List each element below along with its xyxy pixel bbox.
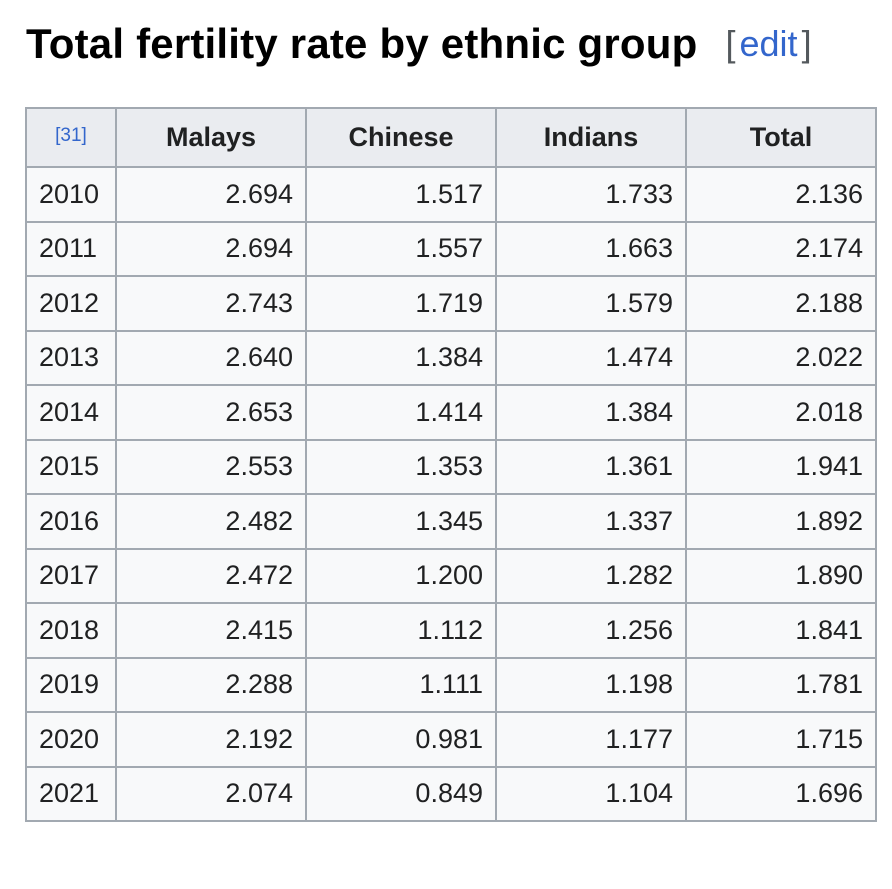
year-cell: 2018: [25, 602, 117, 659]
total-cell: 2.188: [685, 275, 877, 332]
table-row: 2010 2.694 1.517 1.733 2.136: [25, 166, 877, 223]
indians-cell: 1.256: [495, 602, 687, 659]
column-header-total: Total: [685, 107, 877, 168]
table-row: 2013 2.640 1.384 1.474 2.022: [25, 329, 877, 386]
fertility-table: [31] Malays Chinese Indians Total 2010 2…: [25, 107, 877, 822]
table-row: 2015 2.553 1.353 1.361 1.941: [25, 438, 877, 495]
total-cell: 1.890: [685, 547, 877, 604]
total-cell: 2.174: [685, 220, 877, 277]
total-cell: 1.941: [685, 438, 877, 495]
year-cell: 2020: [25, 711, 117, 768]
section-title: Total fertility rate by ethnic group: [26, 20, 698, 67]
column-header-indians: Indians: [495, 107, 687, 168]
malays-cell: 2.192: [115, 711, 307, 768]
indians-cell: 1.733: [495, 166, 687, 223]
table-row: 2019 2.288 1.111 1.198 1.781: [25, 656, 877, 713]
total-cell: 1.696: [685, 765, 877, 822]
table-row: 2016 2.482 1.345 1.337 1.892: [25, 493, 877, 550]
year-cell: 2016: [25, 493, 117, 550]
table-header-row: [31] Malays Chinese Indians Total: [25, 107, 877, 168]
indians-cell: 1.361: [495, 438, 687, 495]
indians-cell: 1.198: [495, 656, 687, 713]
year-cell: 2014: [25, 384, 117, 441]
chinese-cell: 1.557: [305, 220, 497, 277]
chinese-cell: 0.849: [305, 765, 497, 822]
chinese-cell: 1.384: [305, 329, 497, 386]
total-cell: 2.136: [685, 166, 877, 223]
edit-link[interactable]: edit: [739, 23, 798, 64]
indians-cell: 1.282: [495, 547, 687, 604]
table-row: 2021 2.074 0.849 1.104 1.696: [25, 765, 877, 822]
table-row: 2011 2.694 1.557 1.663 2.174: [25, 220, 877, 277]
table-row: 2012 2.743 1.719 1.579 2.188: [25, 275, 877, 332]
indians-cell: 1.384: [495, 384, 687, 441]
chinese-cell: 1.111: [305, 656, 497, 713]
edit-bracket-close: ]: [801, 23, 812, 64]
year-cell: 2017: [25, 547, 117, 604]
total-cell: 1.841: [685, 602, 877, 659]
indians-cell: 1.579: [495, 275, 687, 332]
chinese-cell: 1.414: [305, 384, 497, 441]
chinese-cell: 1.517: [305, 166, 497, 223]
malays-cell: 2.640: [115, 329, 307, 386]
chinese-cell: 1.719: [305, 275, 497, 332]
edit-bracket-open: [: [725, 23, 736, 64]
indians-cell: 1.474: [495, 329, 687, 386]
table-row: 2017 2.472 1.200 1.282 1.890: [25, 547, 877, 604]
section-heading: Total fertility rate by ethnic group [ e…: [26, 14, 812, 74]
malays-cell: 2.743: [115, 275, 307, 332]
chinese-cell: 1.353: [305, 438, 497, 495]
indians-cell: 1.104: [495, 765, 687, 822]
total-cell: 2.018: [685, 384, 877, 441]
indians-cell: 1.177: [495, 711, 687, 768]
table-row: 2020 2.192 0.981 1.177 1.715: [25, 711, 877, 768]
total-cell: 1.715: [685, 711, 877, 768]
malays-cell: 2.415: [115, 602, 307, 659]
malays-cell: 2.553: [115, 438, 307, 495]
citation-link[interactable]: [31]: [55, 125, 87, 146]
chinese-cell: 0.981: [305, 711, 497, 768]
total-cell: 2.022: [685, 329, 877, 386]
chinese-cell: 1.345: [305, 493, 497, 550]
malays-cell: 2.653: [115, 384, 307, 441]
table-row: 2018 2.415 1.112 1.256 1.841: [25, 602, 877, 659]
year-cell: 2019: [25, 656, 117, 713]
malays-cell: 2.288: [115, 656, 307, 713]
year-cell: 2013: [25, 329, 117, 386]
year-cell: 2021: [25, 765, 117, 822]
indians-cell: 1.337: [495, 493, 687, 550]
total-cell: 1.781: [685, 656, 877, 713]
chinese-cell: 1.200: [305, 547, 497, 604]
malays-cell: 2.694: [115, 166, 307, 223]
malays-cell: 2.694: [115, 220, 307, 277]
reference-cell: [31]: [25, 107, 117, 168]
year-cell: 2010: [25, 166, 117, 223]
edit-section: [ edit ]: [726, 23, 812, 65]
table-row: 2014 2.653 1.414 1.384 2.018: [25, 384, 877, 441]
column-header-chinese: Chinese: [305, 107, 497, 168]
indians-cell: 1.663: [495, 220, 687, 277]
year-cell: 2011: [25, 220, 117, 277]
malays-cell: 2.472: [115, 547, 307, 604]
column-header-malays: Malays: [115, 107, 307, 168]
year-cell: 2015: [25, 438, 117, 495]
malays-cell: 2.074: [115, 765, 307, 822]
year-cell: 2012: [25, 275, 117, 332]
total-cell: 1.892: [685, 493, 877, 550]
chinese-cell: 1.112: [305, 602, 497, 659]
malays-cell: 2.482: [115, 493, 307, 550]
